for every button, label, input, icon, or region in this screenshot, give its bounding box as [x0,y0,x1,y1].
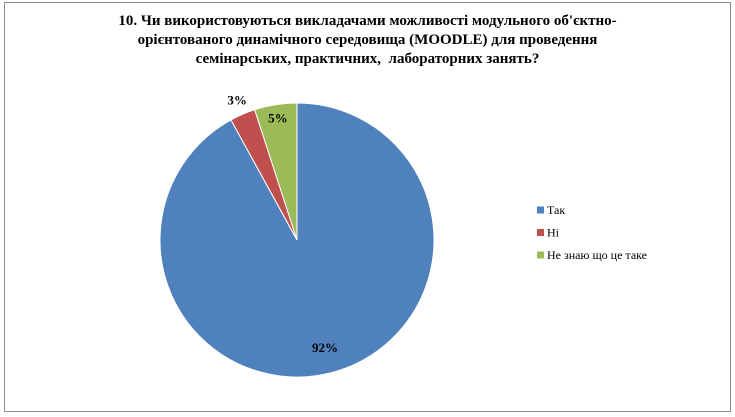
legend-label: Не знаю що це таке [547,248,647,262]
pie-slice [159,102,435,378]
legend-label: Так [547,203,565,217]
pie-slice [254,102,298,241]
data-label: 3% [227,93,247,108]
chart-title: 10. Чи використовуються викладачами можл… [118,13,617,67]
legend-swatch [537,251,544,259]
data-label: 92% [312,340,338,355]
legend-swatch [537,229,544,236]
legend-swatch [537,206,544,214]
legend-label: Ні [547,225,560,239]
data-label: 5% [268,111,288,126]
